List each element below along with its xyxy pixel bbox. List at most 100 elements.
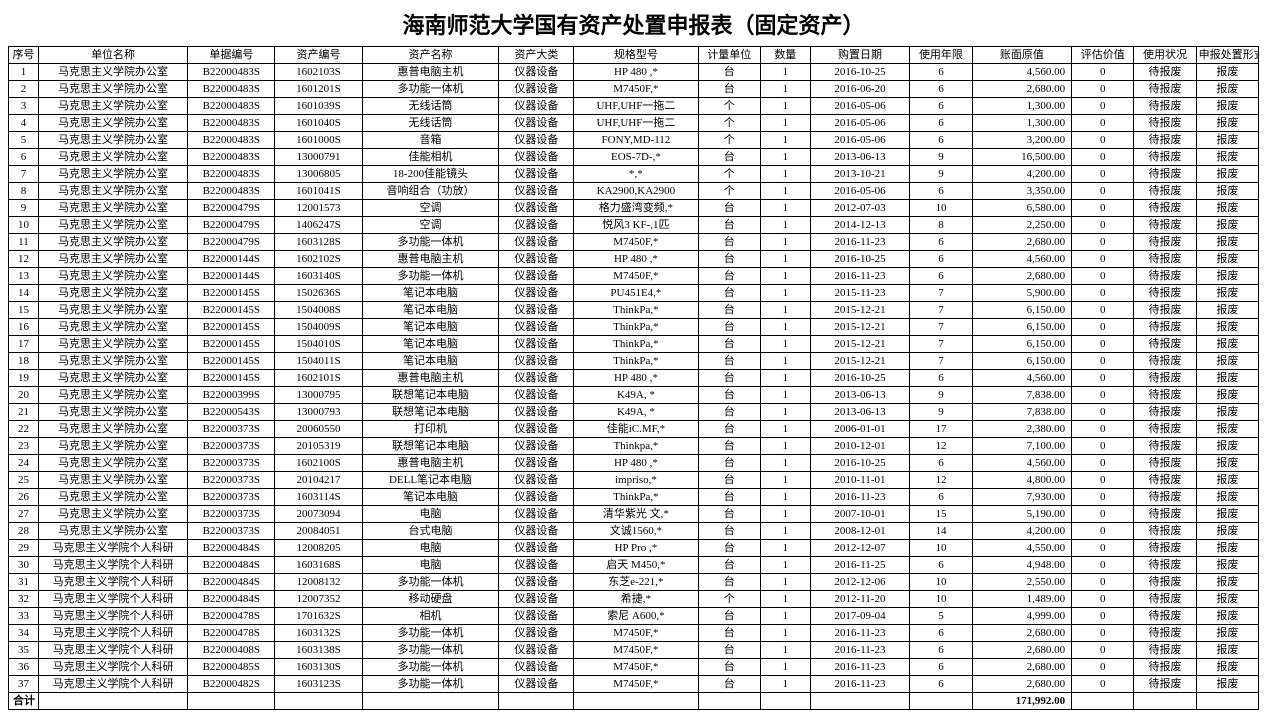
table-cell: 多功能一体机	[362, 268, 499, 285]
table-cell: 26	[9, 489, 39, 506]
table-cell: 报废	[1196, 489, 1258, 506]
table-cell: 报废	[1196, 353, 1258, 370]
table-cell: 惠普电脑主机	[362, 64, 499, 81]
table-cell: 仪器设备	[499, 540, 574, 557]
table-header-cell: 账面原值	[972, 47, 1072, 64]
table-cell: 报废	[1196, 268, 1258, 285]
table-header-cell: 单位名称	[38, 47, 187, 64]
table-cell: 报废	[1196, 591, 1258, 608]
table-cell: B22000483S	[188, 98, 275, 115]
table-cell: 4,200.00	[972, 166, 1072, 183]
table-cell: 台式电脑	[362, 523, 499, 540]
table-cell: 启天 M450,*	[574, 557, 699, 574]
table-cell: 马克思主义学院办公室	[38, 166, 187, 183]
table-cell: 马克思主义学院办公室	[38, 81, 187, 98]
table-cell: B22000484S	[188, 557, 275, 574]
total-value: 171,992.00	[972, 693, 1072, 710]
table-cell: 仪器设备	[499, 489, 574, 506]
table-cell: 马克思主义学院办公室	[38, 472, 187, 489]
table-cell: 1603140S	[275, 268, 362, 285]
table-cell: 6	[910, 64, 972, 81]
table-cell: B22000484S	[188, 540, 275, 557]
table-cell: 2010-11-01	[810, 472, 910, 489]
table-cell: 多功能一体机	[362, 574, 499, 591]
table-cell: 马克思主义学院办公室	[38, 132, 187, 149]
table-row: 1马克思主义学院办公室B22000483S1602103S惠普电脑主机仪器设备H…	[9, 64, 1259, 81]
table-cell: 报废	[1196, 438, 1258, 455]
table-cell: 马克思主义学院办公室	[38, 200, 187, 217]
table-cell: 1	[760, 132, 810, 149]
table-cell: M7450F,*	[574, 81, 699, 98]
table-cell: 惠普电脑主机	[362, 455, 499, 472]
table-cell: 报废	[1196, 404, 1258, 421]
table-cell: 25	[9, 472, 39, 489]
table-cell: 6	[910, 489, 972, 506]
table-cell: 6,150.00	[972, 302, 1072, 319]
table-cell: 待报废	[1134, 404, 1196, 421]
table-cell: 4,560.00	[972, 251, 1072, 268]
table-cell: B22000482S	[188, 676, 275, 693]
table-cell: 空调	[362, 200, 499, 217]
table-body: 1马克思主义学院办公室B22000483S1602103S惠普电脑主机仪器设备H…	[9, 64, 1259, 693]
table-cell: 2015-11-23	[810, 285, 910, 302]
table-cell: 4,550.00	[972, 540, 1072, 557]
table-cell: 2013-06-13	[810, 404, 910, 421]
table-cell: 待报废	[1134, 387, 1196, 404]
table-cell: 0	[1072, 183, 1134, 200]
table-cell: 1	[760, 200, 810, 217]
table-cell: 2016-05-06	[810, 183, 910, 200]
table-cell: 7	[910, 302, 972, 319]
table-cell: 1603123S	[275, 676, 362, 693]
table-cell: 多功能一体机	[362, 234, 499, 251]
table-cell: 6	[910, 251, 972, 268]
table-row: 6马克思主义学院办公室B22000483S13000791佳能相机仪器设备EOS…	[9, 149, 1259, 166]
table-cell: 待报废	[1134, 251, 1196, 268]
table-cell: 2,680.00	[972, 81, 1072, 98]
table-cell: 台	[698, 574, 760, 591]
table-cell: 台	[698, 438, 760, 455]
table-cell: 19	[9, 370, 39, 387]
table-cell: 14	[9, 285, 39, 302]
table-cell: 2016-11-23	[810, 642, 910, 659]
table-cell: 马克思主义学院办公室	[38, 353, 187, 370]
table-header-cell: 规格型号	[574, 47, 699, 64]
table-cell: 0	[1072, 421, 1134, 438]
table-cell: *,*	[574, 166, 699, 183]
table-cell: 马克思主义学院办公室	[38, 302, 187, 319]
table-cell: 惠普电脑主机	[362, 370, 499, 387]
table-cell: impriso,*	[574, 472, 699, 489]
table-cell: 清华紫光 文,*	[574, 506, 699, 523]
table-cell: 报废	[1196, 302, 1258, 319]
table-cell: 待报废	[1134, 540, 1196, 557]
table-cell: UHF,UHF一拖二	[574, 115, 699, 132]
table-cell: 12001573	[275, 200, 362, 217]
table-cell: 2,680.00	[972, 659, 1072, 676]
table-cell: 2016-10-25	[810, 370, 910, 387]
table-cell: 无线话筒	[362, 115, 499, 132]
table-cell: 报废	[1196, 421, 1258, 438]
table-cell: 仪器设备	[499, 455, 574, 472]
table-cell: 待报废	[1134, 438, 1196, 455]
table-cell: 台	[698, 387, 760, 404]
table-cell: 台	[698, 302, 760, 319]
table-cell: B22000479S	[188, 234, 275, 251]
table-cell: B22000373S	[188, 438, 275, 455]
table-cell: 待报废	[1134, 421, 1196, 438]
table-cell: 台	[698, 336, 760, 353]
table-cell: 笔记本电脑	[362, 302, 499, 319]
table-cell: 1602101S	[275, 370, 362, 387]
total-label: 合计	[9, 693, 39, 710]
table-cell: 1601040S	[275, 115, 362, 132]
table-cell: 1	[760, 319, 810, 336]
table-cell: 待报废	[1134, 676, 1196, 693]
table-cell: B22000373S	[188, 455, 275, 472]
table-cell: 31	[9, 574, 39, 591]
table-cell: 12007352	[275, 591, 362, 608]
table-cell: 0	[1072, 591, 1134, 608]
table-cell: 20104217	[275, 472, 362, 489]
table-cell: 报废	[1196, 574, 1258, 591]
table-cell: 0	[1072, 472, 1134, 489]
table-cell: 报废	[1196, 642, 1258, 659]
table-cell: 0	[1072, 625, 1134, 642]
table-cell: 马克思主义学院个人科研	[38, 591, 187, 608]
